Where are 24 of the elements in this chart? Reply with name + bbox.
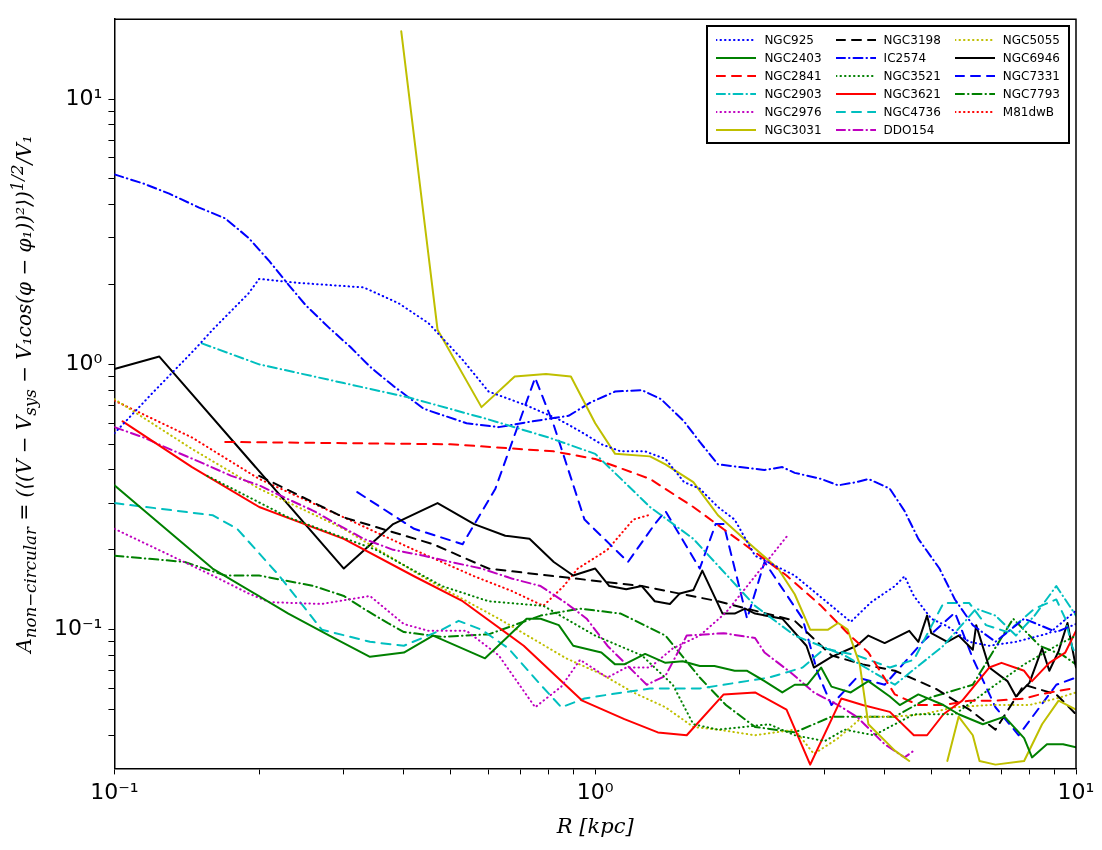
x-tick-label: 10⁰ xyxy=(576,779,614,805)
legend-label: NGC2903 xyxy=(764,86,822,101)
legend-label: NGC3621 xyxy=(883,86,941,101)
legend-label: NGC3031 xyxy=(764,122,822,137)
legend-label: DDO154 xyxy=(883,122,935,137)
legend-label: NGC3521 xyxy=(883,68,941,83)
y-tick-label: 10¹ xyxy=(65,84,103,110)
y-tick-label: 10⁻¹ xyxy=(53,615,103,641)
x-axis-title: R [kpc] xyxy=(555,813,635,838)
legend-label: NGC3198 xyxy=(883,32,941,47)
legend-label: M81dwB xyxy=(1002,104,1055,119)
x-tick-label: 10¹ xyxy=(1057,779,1095,805)
legend-label: NGC2403 xyxy=(764,50,822,65)
legend-label: NGC7793 xyxy=(1002,86,1060,101)
legend-label: IC2574 xyxy=(883,50,927,65)
y-tick-label: 10⁰ xyxy=(65,350,103,376)
x-tick-label: 10⁻¹ xyxy=(90,779,139,805)
legend-label: NGC4736 xyxy=(883,104,941,119)
legend-label: NGC2976 xyxy=(764,104,822,119)
legend-label: NGC2841 xyxy=(764,68,822,83)
legend-label: NGC7331 xyxy=(1002,68,1060,83)
legend-label: NGC5055 xyxy=(1002,32,1060,47)
legend-label: NGC925 xyxy=(764,32,814,47)
legend-label: NGC6946 xyxy=(1002,50,1060,65)
